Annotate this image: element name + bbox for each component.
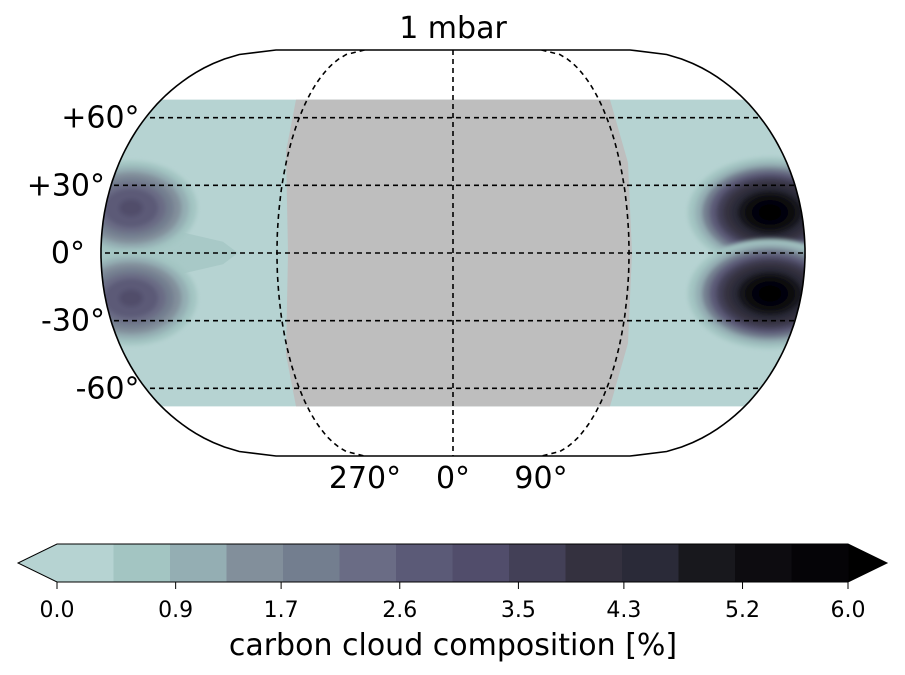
longitude-tick-label: 90°: [514, 461, 567, 496]
colorbar-segment: [678, 544, 736, 582]
west-lobe-south-contour: [119, 289, 143, 307]
east-lobe-south-contour: [758, 285, 782, 302]
colorbar-over-extension: [848, 544, 887, 582]
map-panel: [100, 49, 806, 457]
latitude-tick-label: 0°: [51, 236, 85, 271]
colorbar-segment: [735, 544, 793, 582]
east-lobe-north-contour: [758, 204, 782, 221]
east-lobe-south: [688, 238, 805, 349]
west-lobe-south: [101, 251, 197, 346]
latitude-tick-label: +60°: [61, 101, 139, 136]
colorbar-tick-label: 5.2: [725, 598, 760, 623]
colorbar-tick-label: 1.7: [264, 598, 299, 623]
colorbar-label: carbon cloud composition [%]: [229, 628, 677, 663]
colorbar-segment: [622, 544, 680, 582]
west-lobe-north-contour: [119, 199, 143, 217]
colorbar-tick-label: 0.0: [40, 598, 75, 623]
latitude-tick-label: -60°: [76, 371, 140, 406]
colorbar-segment: [791, 544, 849, 582]
colorbar-segments: [18, 544, 887, 582]
colorbar-segment: [57, 544, 115, 582]
gridlines: [101, 50, 805, 456]
colorbar-segment: [396, 544, 454, 582]
colorbar-tick-label: 3.5: [501, 598, 536, 623]
latitude-tick-label: +30°: [27, 168, 105, 203]
west-lobe-north: [101, 160, 197, 255]
colorbar-segment: [565, 544, 623, 582]
colorbar-segment: [226, 544, 284, 582]
colorbar-segment: [452, 544, 510, 582]
longitude-tick-label: 0°: [436, 461, 470, 496]
longitude-tick-label: 270°: [329, 461, 401, 496]
colorbar-tick-label: 6.0: [831, 598, 866, 623]
colorbar-segment: [113, 544, 171, 582]
latitude-tick-label: -30°: [41, 304, 105, 339]
colorbar-under-extension: [18, 544, 57, 582]
colorbar-tick-label: 2.6: [382, 598, 417, 623]
meridian-gridline: [276, 50, 365, 456]
meridian-gridline: [541, 50, 630, 456]
colorbar: 0.0 0.9 1.7 2.6 3.5 4.3 5.2 6.0 carbon cloud co…: [16, 543, 889, 663]
colorbar-segment: [339, 544, 397, 582]
map-boundary: [100, 49, 806, 457]
colorbar-ticks: 0.0 0.9 1.7 2.6 3.5 4.3 5.2 6.0: [40, 582, 866, 623]
colorbar-segment: [283, 544, 341, 582]
colorbar-tick-label: 0.9: [158, 598, 193, 623]
latitude-tick-labels: +60° +30° 0° -30° -60°: [27, 101, 140, 407]
east-lobe-north: [688, 157, 805, 268]
chart-title: 1 mbar: [399, 11, 507, 46]
colorbar-segment: [170, 544, 228, 582]
colorbar-segment: [509, 544, 567, 582]
longitude-tick-labels: 270° 0° 90°: [329, 461, 568, 496]
colorbar-tick-label: 4.3: [606, 598, 641, 623]
